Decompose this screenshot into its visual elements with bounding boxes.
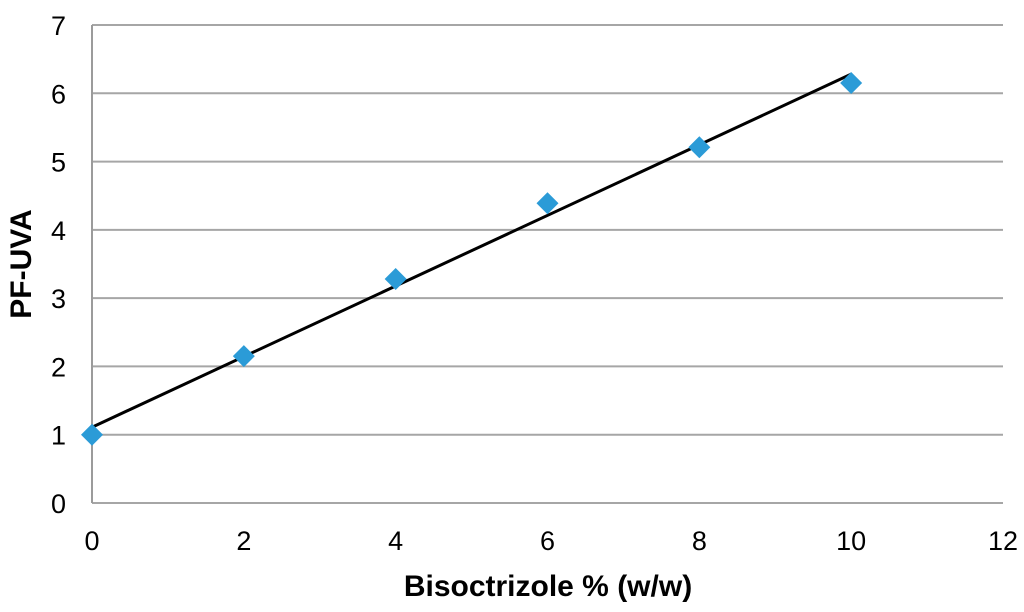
data-point-marker bbox=[688, 136, 711, 159]
x-tick-label: 0 bbox=[84, 526, 99, 556]
data-point-marker bbox=[384, 268, 407, 291]
data-point-marker bbox=[232, 345, 255, 368]
gridlines bbox=[92, 24, 1003, 504]
y-tick-labels: 0 1 2 3 4 5 6 7 bbox=[51, 11, 66, 519]
x-tick-label: 12 bbox=[988, 526, 1018, 556]
x-tick-label: 10 bbox=[836, 526, 866, 556]
trendline-segment bbox=[91, 72, 852, 429]
y-tick-label: 3 bbox=[51, 284, 66, 314]
x-tick-label: 8 bbox=[692, 526, 707, 556]
data-points bbox=[81, 72, 863, 446]
x-tick-label: 2 bbox=[236, 526, 251, 556]
y-tick-label: 1 bbox=[51, 421, 66, 451]
data-point-marker bbox=[536, 192, 559, 215]
y-tick-label: 2 bbox=[51, 352, 66, 382]
y-tick-label: 0 bbox=[51, 489, 66, 519]
y-tick-label: 6 bbox=[51, 79, 66, 109]
y-tick-label: 5 bbox=[51, 148, 66, 178]
y-tick-label: 7 bbox=[51, 11, 66, 41]
trendline bbox=[91, 72, 852, 429]
y-tick-label: 4 bbox=[51, 216, 66, 246]
x-tick-label: 4 bbox=[388, 526, 403, 556]
x-tick-labels: 0 2 4 6 8 10 12 bbox=[84, 526, 1018, 556]
data-point-marker bbox=[840, 72, 863, 95]
x-tick-label: 6 bbox=[540, 526, 555, 556]
x-axis-title: Bisoctrizole % (w/w) bbox=[404, 570, 692, 603]
data-point-marker bbox=[81, 423, 103, 446]
y-axis-title: PF-UVA bbox=[5, 209, 38, 318]
